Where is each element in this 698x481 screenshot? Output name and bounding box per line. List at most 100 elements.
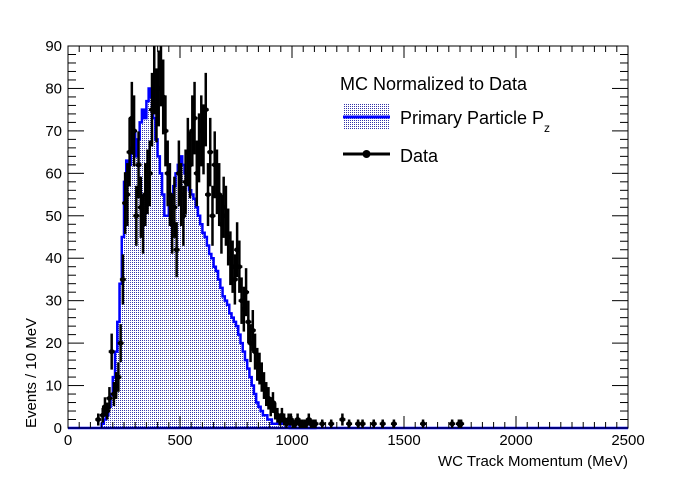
mc-bar (227, 304, 230, 428)
mc-bar (106, 415, 109, 428)
mc-bar (200, 224, 203, 428)
data-marker (106, 395, 113, 401)
mc-bar (242, 351, 245, 428)
mc-bar (153, 118, 156, 429)
data-point (390, 419, 397, 428)
mc-bar (247, 368, 250, 428)
data-point (370, 419, 377, 428)
mc-bar (233, 321, 236, 428)
y-tick-label: 80 (45, 80, 62, 97)
y-tick-label: 20 (45, 335, 62, 352)
mc-bar (155, 139, 158, 428)
data-point (171, 176, 178, 238)
mc-bar (148, 88, 151, 428)
mc-bar (132, 130, 136, 428)
mc-bar (159, 173, 163, 428)
data-point (243, 268, 250, 317)
mc-bar (126, 160, 129, 428)
data-marker (339, 416, 345, 423)
data-marker (328, 421, 334, 427)
mc-bar (236, 326, 239, 428)
data-marker (203, 107, 209, 113)
data-point (319, 419, 326, 428)
mc-bar (139, 122, 142, 429)
mc-bar (180, 156, 183, 428)
mc-bar (260, 411, 263, 428)
data-marker (209, 213, 216, 219)
mc-bar (128, 164, 131, 428)
y-tick-label: 70 (45, 123, 62, 140)
legend-mc-subscript: z (544, 121, 550, 135)
mc-bar (211, 258, 214, 428)
data-marker (174, 247, 180, 253)
data-point (124, 163, 131, 227)
mc-bar (267, 419, 270, 428)
data-point (173, 222, 180, 278)
data-point (135, 131, 142, 199)
data-marker (135, 162, 142, 168)
x-tick-label: 500 (167, 432, 192, 449)
y-tick-label: 10 (45, 378, 62, 395)
mc-bar (141, 109, 145, 429)
data-point (180, 185, 187, 246)
mc-bar (121, 237, 124, 428)
data-marker (250, 327, 256, 333)
mc-bar (249, 377, 252, 428)
data-point (359, 419, 366, 428)
data-point (162, 95, 169, 167)
mc-bar (130, 147, 133, 428)
x-tick-label: 1000 (275, 432, 308, 449)
mc-bar (177, 164, 180, 428)
data-marker (458, 421, 464, 427)
data-marker (236, 264, 242, 270)
data-marker (147, 170, 153, 176)
mc-bar (218, 279, 221, 428)
data-point (191, 81, 198, 155)
data-point (146, 140, 153, 207)
data-point (202, 72, 209, 147)
data-point (245, 300, 252, 344)
data-point (379, 419, 386, 428)
mc-bar (265, 415, 268, 428)
data-marker (207, 149, 213, 155)
mc-bar (162, 194, 165, 428)
data-point (209, 185, 216, 246)
data-marker (109, 349, 115, 355)
data-marker (131, 128, 137, 134)
mc-bar (202, 232, 205, 428)
data-marker (118, 340, 124, 346)
data-marker (120, 276, 126, 283)
data-marker (380, 421, 386, 427)
data-point (339, 413, 346, 426)
data-point (115, 362, 122, 392)
axis-ticks: 0 500 1000 1500 2000 2500 0 10 20 30 40 50 60 70 80 90 (45, 38, 644, 449)
mc-bar (168, 207, 172, 428)
mc-bar (262, 415, 266, 428)
data-point (104, 402, 111, 420)
mc-bar (206, 245, 210, 428)
x-axis-label: WC Track Momentum (MeV) (438, 453, 628, 470)
mc-bar (224, 300, 228, 428)
mc-bar (110, 394, 113, 428)
mc-bar (278, 423, 281, 428)
mc-bar (193, 198, 196, 428)
data-point (249, 310, 256, 351)
mc-bar (240, 343, 243, 428)
data-marker (232, 276, 238, 283)
mc-bar (182, 164, 185, 428)
y-tick-label: 0 (54, 420, 62, 437)
legend-mc-label: Primary Particle Pz (400, 108, 550, 135)
mc-bar (175, 173, 178, 428)
mc-bar (274, 423, 277, 428)
x-tick-label: 2000 (499, 432, 532, 449)
mc-bar (150, 96, 154, 428)
mc-bar (215, 270, 219, 428)
data-marker (359, 421, 366, 427)
data-point (108, 333, 115, 370)
x-tick-label: 1500 (387, 432, 420, 449)
data-point (328, 419, 335, 428)
mc-bar (197, 215, 201, 428)
mc-bar (276, 423, 279, 428)
